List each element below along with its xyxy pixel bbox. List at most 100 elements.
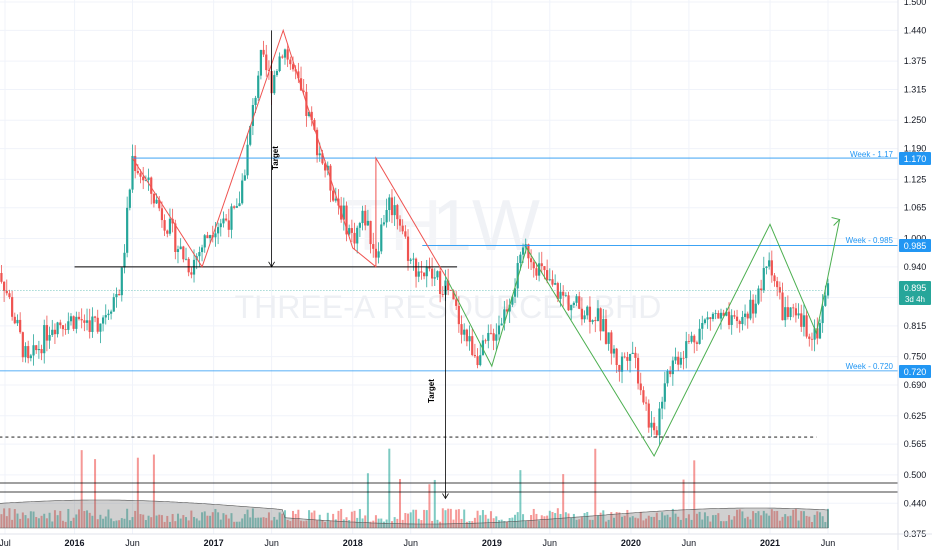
candle-body	[813, 328, 816, 340]
volume-bar	[594, 448, 597, 528]
candle-body	[198, 252, 201, 257]
candle-body	[789, 307, 792, 317]
volume-bar	[618, 512, 621, 528]
volume-bar	[302, 521, 305, 528]
target-labels: Target Target	[271, 146, 436, 403]
volume-bar	[554, 513, 557, 528]
candle-body	[760, 288, 763, 291]
candle-body	[126, 207, 129, 253]
candle-body	[596, 308, 600, 322]
candle-body	[345, 205, 348, 235]
candle-body	[465, 329, 468, 342]
candle-body	[706, 317, 709, 320]
target-arrowhead	[268, 261, 275, 268]
volume-bar	[29, 511, 32, 528]
candle-body	[583, 315, 586, 320]
volume-bar	[59, 510, 62, 528]
volume-bar	[709, 521, 712, 528]
volume-bar	[5, 516, 8, 528]
candle-body	[61, 325, 65, 330]
candle-body	[612, 348, 616, 354]
volume-bar	[275, 519, 278, 528]
volume-bar	[329, 520, 332, 528]
candle-body	[602, 319, 605, 332]
candle-body	[238, 203, 241, 207]
volume-bar	[150, 517, 153, 528]
volume-bar	[497, 520, 500, 528]
time-axis[interactable]: Jul 2016 Jun 2017 Jun 2018 Jun 2019 Jun 2020 Jun 20…	[0, 533, 932, 548]
volume-bar	[203, 511, 206, 528]
candle-body	[123, 252, 126, 268]
candle-body	[297, 71, 300, 79]
volume-bar	[439, 521, 442, 528]
volume-bar	[176, 513, 179, 528]
volume-bar	[511, 517, 514, 528]
volume-bar	[784, 514, 787, 528]
candle-body	[422, 272, 426, 277]
candle-body	[487, 332, 490, 341]
candle-body	[733, 315, 736, 317]
candle-body	[749, 299, 752, 319]
candle-body	[468, 336, 471, 342]
candle-body	[112, 297, 115, 312]
volume-bar	[158, 514, 161, 528]
candle-body	[786, 307, 789, 317]
candle-body	[620, 356, 624, 372]
volume-bar	[575, 519, 578, 528]
candle-body	[219, 223, 222, 228]
candle-body	[32, 345, 35, 356]
volume-bar	[455, 509, 458, 528]
volume-bar	[369, 521, 372, 528]
price-tick-label: 0.940	[904, 262, 927, 272]
candle-body	[96, 317, 99, 332]
candle-body	[778, 287, 781, 293]
volume-bar	[407, 513, 410, 528]
pattern-red-line	[132, 28, 446, 277]
volume-bar	[270, 520, 273, 528]
volume-bar	[666, 514, 669, 528]
volume-bar	[703, 512, 706, 528]
candle-body	[414, 258, 418, 277]
volume-bar	[722, 521, 725, 528]
volume-bar	[746, 516, 749, 528]
volume-bar	[693, 460, 696, 528]
time-tick-label: Jun	[125, 538, 140, 548]
candle-body	[773, 275, 776, 282]
volume-bar	[701, 519, 704, 528]
volume-bar	[388, 448, 391, 528]
volume-bar	[572, 513, 575, 528]
volume-bar	[142, 514, 145, 528]
candle-body	[508, 304, 511, 312]
volume-bar	[792, 509, 795, 528]
time-tick-label: 2016	[65, 538, 85, 548]
candle-body	[291, 64, 295, 70]
volume-bar	[227, 518, 230, 528]
candle-body	[669, 370, 672, 375]
price-axis[interactable]: 1.500 1.440 1.375 1.315 1.250 1.190 1.125 1.065…	[897, 0, 927, 550]
time-tick-label: 2020	[621, 538, 641, 548]
volume-bar	[484, 514, 487, 528]
candle-body	[144, 180, 147, 181]
candle-body	[800, 313, 803, 327]
candle-body	[570, 304, 573, 311]
candle-body	[471, 336, 474, 355]
candle-body	[743, 313, 747, 317]
volume-bar	[324, 521, 327, 528]
candle-body	[818, 323, 822, 339]
candle-body	[693, 335, 696, 343]
volume-bar	[733, 516, 736, 528]
candle-body	[398, 219, 402, 226]
candle-body	[51, 329, 54, 336]
candle-body	[176, 249, 180, 252]
candle-body	[535, 268, 538, 276]
candle-body	[816, 328, 819, 339]
candle-body	[412, 258, 415, 260]
volume-bar	[198, 520, 201, 528]
candle-body	[69, 316, 73, 322]
candle-body	[781, 292, 784, 321]
volume-bar	[305, 520, 308, 528]
candle-body	[802, 315, 806, 327]
volume-bar	[626, 509, 629, 528]
candle-body	[735, 316, 739, 322]
